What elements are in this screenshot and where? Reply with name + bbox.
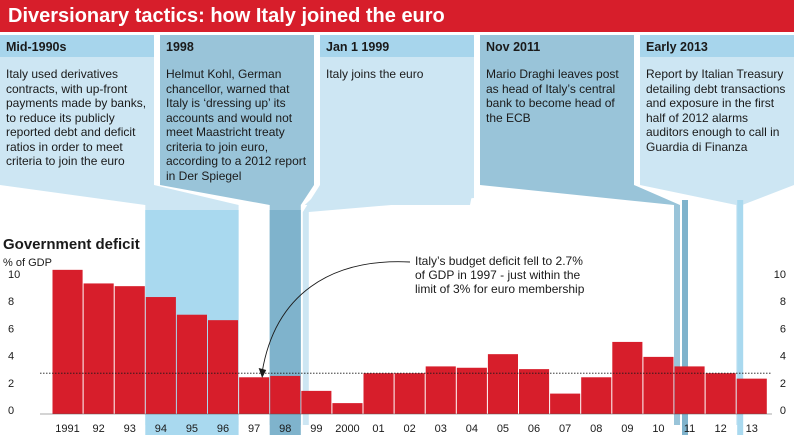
x-tick-05: 05 xyxy=(497,423,509,435)
chart-unit-label: % of GDP xyxy=(3,257,52,269)
x-tick-94: 94 xyxy=(155,423,167,435)
chart-annotation: Italy’s budget deficit fell to 2.7% of G… xyxy=(415,254,585,296)
x-tick-92: 92 xyxy=(93,423,105,435)
bar-97 xyxy=(239,377,270,414)
x-tick-98: 98 xyxy=(279,423,291,435)
timeline-pointer-join xyxy=(304,185,474,205)
highlight-band-2013 xyxy=(737,200,744,435)
x-tick-13: 13 xyxy=(746,423,758,435)
y-tick-right-8: 8 xyxy=(780,296,786,308)
timeline-panel-2 xyxy=(320,57,474,185)
x-tick-2000: 2000 xyxy=(335,423,359,435)
bar-92 xyxy=(83,283,114,414)
timeline-panel-1 xyxy=(160,57,314,185)
x-tick-04: 04 xyxy=(466,423,478,435)
chart-title: Government deficit xyxy=(3,236,140,253)
timeline-header-1 xyxy=(160,35,314,57)
bar-10 xyxy=(643,356,674,414)
panel-heading-mid-1990s: Mid-1990s xyxy=(6,40,67,54)
panel-heading-early-2013: Early 2013 xyxy=(646,40,708,54)
timeline-header-4 xyxy=(640,35,794,57)
chart-axes: 0 0 2 2 4 4 6 6 8 8 10 10 xyxy=(8,269,786,417)
annotation-arrow xyxy=(261,261,411,373)
x-tick-99: 99 xyxy=(310,423,322,435)
y-tick-right-4: 4 xyxy=(780,351,786,363)
bar-02 xyxy=(394,373,425,414)
bar-09 xyxy=(612,341,643,414)
title-bar: Diversionary tactics: how Italy joined t… xyxy=(0,0,794,32)
bar-96 xyxy=(208,320,239,414)
bar-2000 xyxy=(332,403,363,414)
panel-heading-jan-1999: Jan 1 1999 xyxy=(326,40,390,54)
x-tick-03: 03 xyxy=(435,423,447,435)
x-tick-11: 11 xyxy=(684,423,695,435)
x-tick-08: 08 xyxy=(590,423,602,435)
bar-03 xyxy=(425,366,456,414)
timeline-header-3 xyxy=(480,35,634,57)
bar-04 xyxy=(456,367,487,414)
bar-06 xyxy=(519,369,550,414)
x-tick-01: 01 xyxy=(372,423,384,435)
panel-heading-1998: 1998 xyxy=(166,40,194,54)
x-tick-labels: 1991 92 93 94 95 96 97 98 99 2000 01 02 03 04 05 06 07 08… xyxy=(55,423,758,435)
bar-98 xyxy=(270,375,301,414)
panel-text-1998: Helmut Kohl, German chancellor, warned t… xyxy=(166,67,307,183)
panel-text-nov-2011: Mario Draghi leaves post as head of Ital… xyxy=(486,67,619,125)
x-tick-97: 97 xyxy=(248,423,260,435)
panel-heading-nov-2011: Nov 2011 xyxy=(486,40,541,54)
bar-95 xyxy=(176,314,207,414)
timeline-header-0 xyxy=(0,35,154,57)
x-tick-10: 10 xyxy=(652,423,664,435)
panel-text-jan-1999: Italy joins the euro xyxy=(326,67,424,81)
timeline-header-2 xyxy=(320,35,474,57)
highlight-band-2011 xyxy=(682,200,688,435)
bar-07 xyxy=(550,393,581,414)
y-tick-left-10: 10 xyxy=(8,269,20,281)
y-tick-left-4: 4 xyxy=(8,351,14,363)
y-tick-left-8: 8 xyxy=(8,296,14,308)
x-tick-96: 96 xyxy=(217,423,229,435)
panel-text-early-2013: Report by Italian Treasury detailing deb… xyxy=(646,67,786,154)
y-tick-right-2: 2 xyxy=(780,378,786,390)
bar-12 xyxy=(705,373,736,414)
timeline-panel-3 xyxy=(480,57,634,185)
timeline-pointer-2 xyxy=(302,185,474,425)
x-tick-12: 12 xyxy=(715,423,727,435)
x-tick-95: 95 xyxy=(186,423,198,435)
timeline-panel-0 xyxy=(0,57,154,185)
timeline-panel-4 xyxy=(640,57,794,185)
panel-text-mid-1990s: Italy used derivatives contracts, with u… xyxy=(6,67,147,168)
x-tick-93: 93 xyxy=(124,423,136,435)
bar-08 xyxy=(581,377,612,414)
annotation-arrowhead xyxy=(258,368,267,378)
x-tick-1991: 1991 xyxy=(55,423,79,435)
bar-05 xyxy=(487,354,518,414)
y-tick-left-2: 2 xyxy=(8,378,14,390)
bar-series xyxy=(52,269,767,414)
bar-93 xyxy=(114,286,145,414)
page-title: Diversionary tactics: how Italy joined t… xyxy=(8,5,445,27)
y-tick-right-0: 0 xyxy=(780,405,786,417)
y-tick-right-10: 10 xyxy=(774,269,786,281)
bar-1991 xyxy=(52,269,83,414)
x-tick-02: 02 xyxy=(404,423,416,435)
x-tick-09: 09 xyxy=(621,423,633,435)
bar-11 xyxy=(674,366,705,414)
y-tick-left-6: 6 xyxy=(8,323,14,335)
y-tick-left-0: 0 xyxy=(8,405,14,417)
x-tick-06: 06 xyxy=(528,423,540,435)
x-tick-07: 07 xyxy=(559,423,571,435)
bar-01 xyxy=(363,373,394,414)
bar-94 xyxy=(145,297,176,414)
bar-13 xyxy=(736,378,767,414)
y-tick-right-6: 6 xyxy=(780,323,786,335)
bar-99 xyxy=(301,390,332,414)
